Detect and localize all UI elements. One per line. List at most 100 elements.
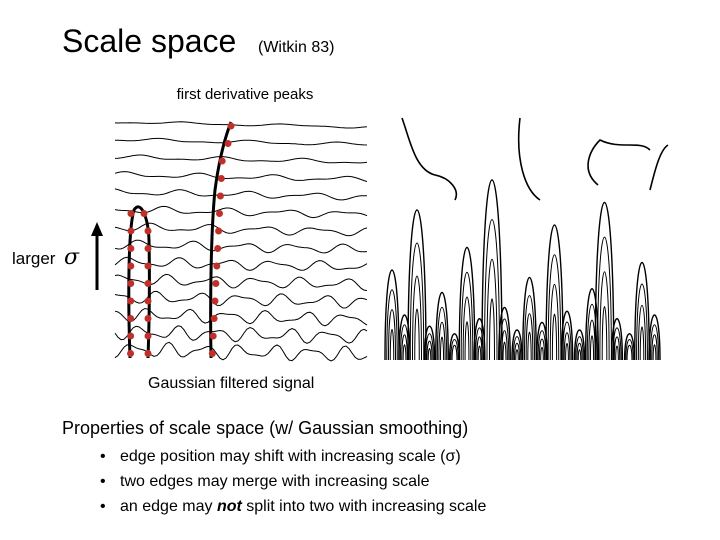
signal-curve: [114, 239, 368, 254]
arch: [649, 324, 660, 361]
edge-point: [218, 157, 226, 165]
arch: [412, 275, 422, 361]
arch: [560, 310, 574, 361]
arch: [401, 334, 408, 361]
edge-point: [217, 175, 225, 182]
arch: [639, 326, 645, 361]
edge-point: [144, 297, 152, 305]
arch: [577, 349, 582, 361]
arch: [402, 344, 407, 361]
arch: [613, 336, 621, 361]
signal-curve: [114, 222, 368, 237]
edge-point: [215, 227, 223, 235]
arch: [389, 328, 395, 361]
edge-track: [209, 121, 233, 359]
arch: [426, 340, 433, 361]
arch: [423, 325, 436, 361]
arch: [612, 327, 622, 361]
arch: [576, 342, 583, 361]
arch: [651, 334, 658, 361]
arch: [481, 179, 503, 361]
arch: [439, 336, 445, 361]
edge-point: [209, 332, 217, 340]
arrow-head: [91, 222, 103, 236]
edge-point: [216, 192, 224, 200]
arch: [515, 349, 519, 361]
arch: [498, 307, 511, 361]
edge-point: [214, 245, 222, 252]
arch: [523, 295, 536, 361]
arch: [599, 271, 610, 361]
arch: [398, 314, 411, 361]
arch: [637, 305, 647, 361]
arch: [464, 321, 470, 361]
arch: [540, 346, 544, 361]
arch: [477, 345, 482, 361]
arch: [474, 327, 485, 361]
bullet-text: two edges may merge with increasing scal…: [120, 473, 430, 490]
arch: [502, 341, 507, 361]
arch: [438, 322, 446, 361]
arch: [512, 336, 522, 361]
edge-point: [213, 262, 221, 270]
edge-point: [127, 350, 135, 357]
bullet: •: [100, 498, 106, 515]
edge-point: [127, 315, 135, 322]
arch: [562, 321, 572, 361]
arch: [549, 284, 560, 361]
arch: [575, 336, 584, 361]
bullet-text: edge position may shift with increasing …: [120, 448, 461, 465]
edge-point: [127, 245, 135, 252]
arch: [648, 314, 661, 361]
signal-curve: [114, 290, 368, 309]
arch: [407, 209, 427, 361]
arch: [384, 269, 400, 361]
arch: [626, 344, 633, 361]
axis-label: larger: [12, 249, 56, 268]
edge-point: [127, 210, 135, 217]
arch: [538, 338, 546, 361]
arch: [462, 296, 472, 361]
arch: [594, 202, 615, 361]
text: an edge may: [120, 498, 217, 515]
arch: [436, 307, 448, 361]
arch: [460, 271, 474, 361]
arch: [545, 224, 564, 361]
edge-point: [144, 315, 152, 322]
edge-point: [127, 280, 135, 287]
signal-curve: [114, 154, 368, 164]
arch: [610, 318, 624, 361]
arch: [427, 348, 432, 361]
signal-curve: [114, 256, 368, 271]
arch: [615, 345, 619, 361]
edge-point: [212, 280, 220, 287]
bullet-list: • edge position may shift with increasin…: [100, 448, 486, 515]
arch: [450, 339, 459, 361]
edge-point: [211, 297, 219, 305]
arch: [586, 304, 598, 361]
arch: [527, 331, 532, 361]
signal-curve: [114, 121, 368, 129]
arch: [484, 219, 500, 361]
axis-symbol: σ: [64, 245, 80, 270]
bullet: •: [100, 448, 106, 465]
arch: [501, 330, 508, 361]
edge-point: [127, 227, 135, 235]
edge-point: [216, 210, 223, 217]
arch: [547, 254, 562, 361]
arch: [573, 329, 586, 361]
arch: [409, 242, 425, 361]
signal-curve: [114, 341, 368, 362]
edge-point: [227, 122, 235, 130]
edge-point: [127, 262, 135, 270]
heading: Properties of scale space (w/ Gaussian s…: [62, 418, 468, 438]
arch: [425, 333, 434, 361]
arch: [636, 283, 648, 361]
arch: [499, 318, 510, 361]
edge-point: [208, 350, 216, 357]
signal-curve: [114, 307, 368, 327]
edge-point: [140, 210, 148, 217]
edge-point: [144, 350, 152, 357]
arch: [536, 322, 548, 361]
